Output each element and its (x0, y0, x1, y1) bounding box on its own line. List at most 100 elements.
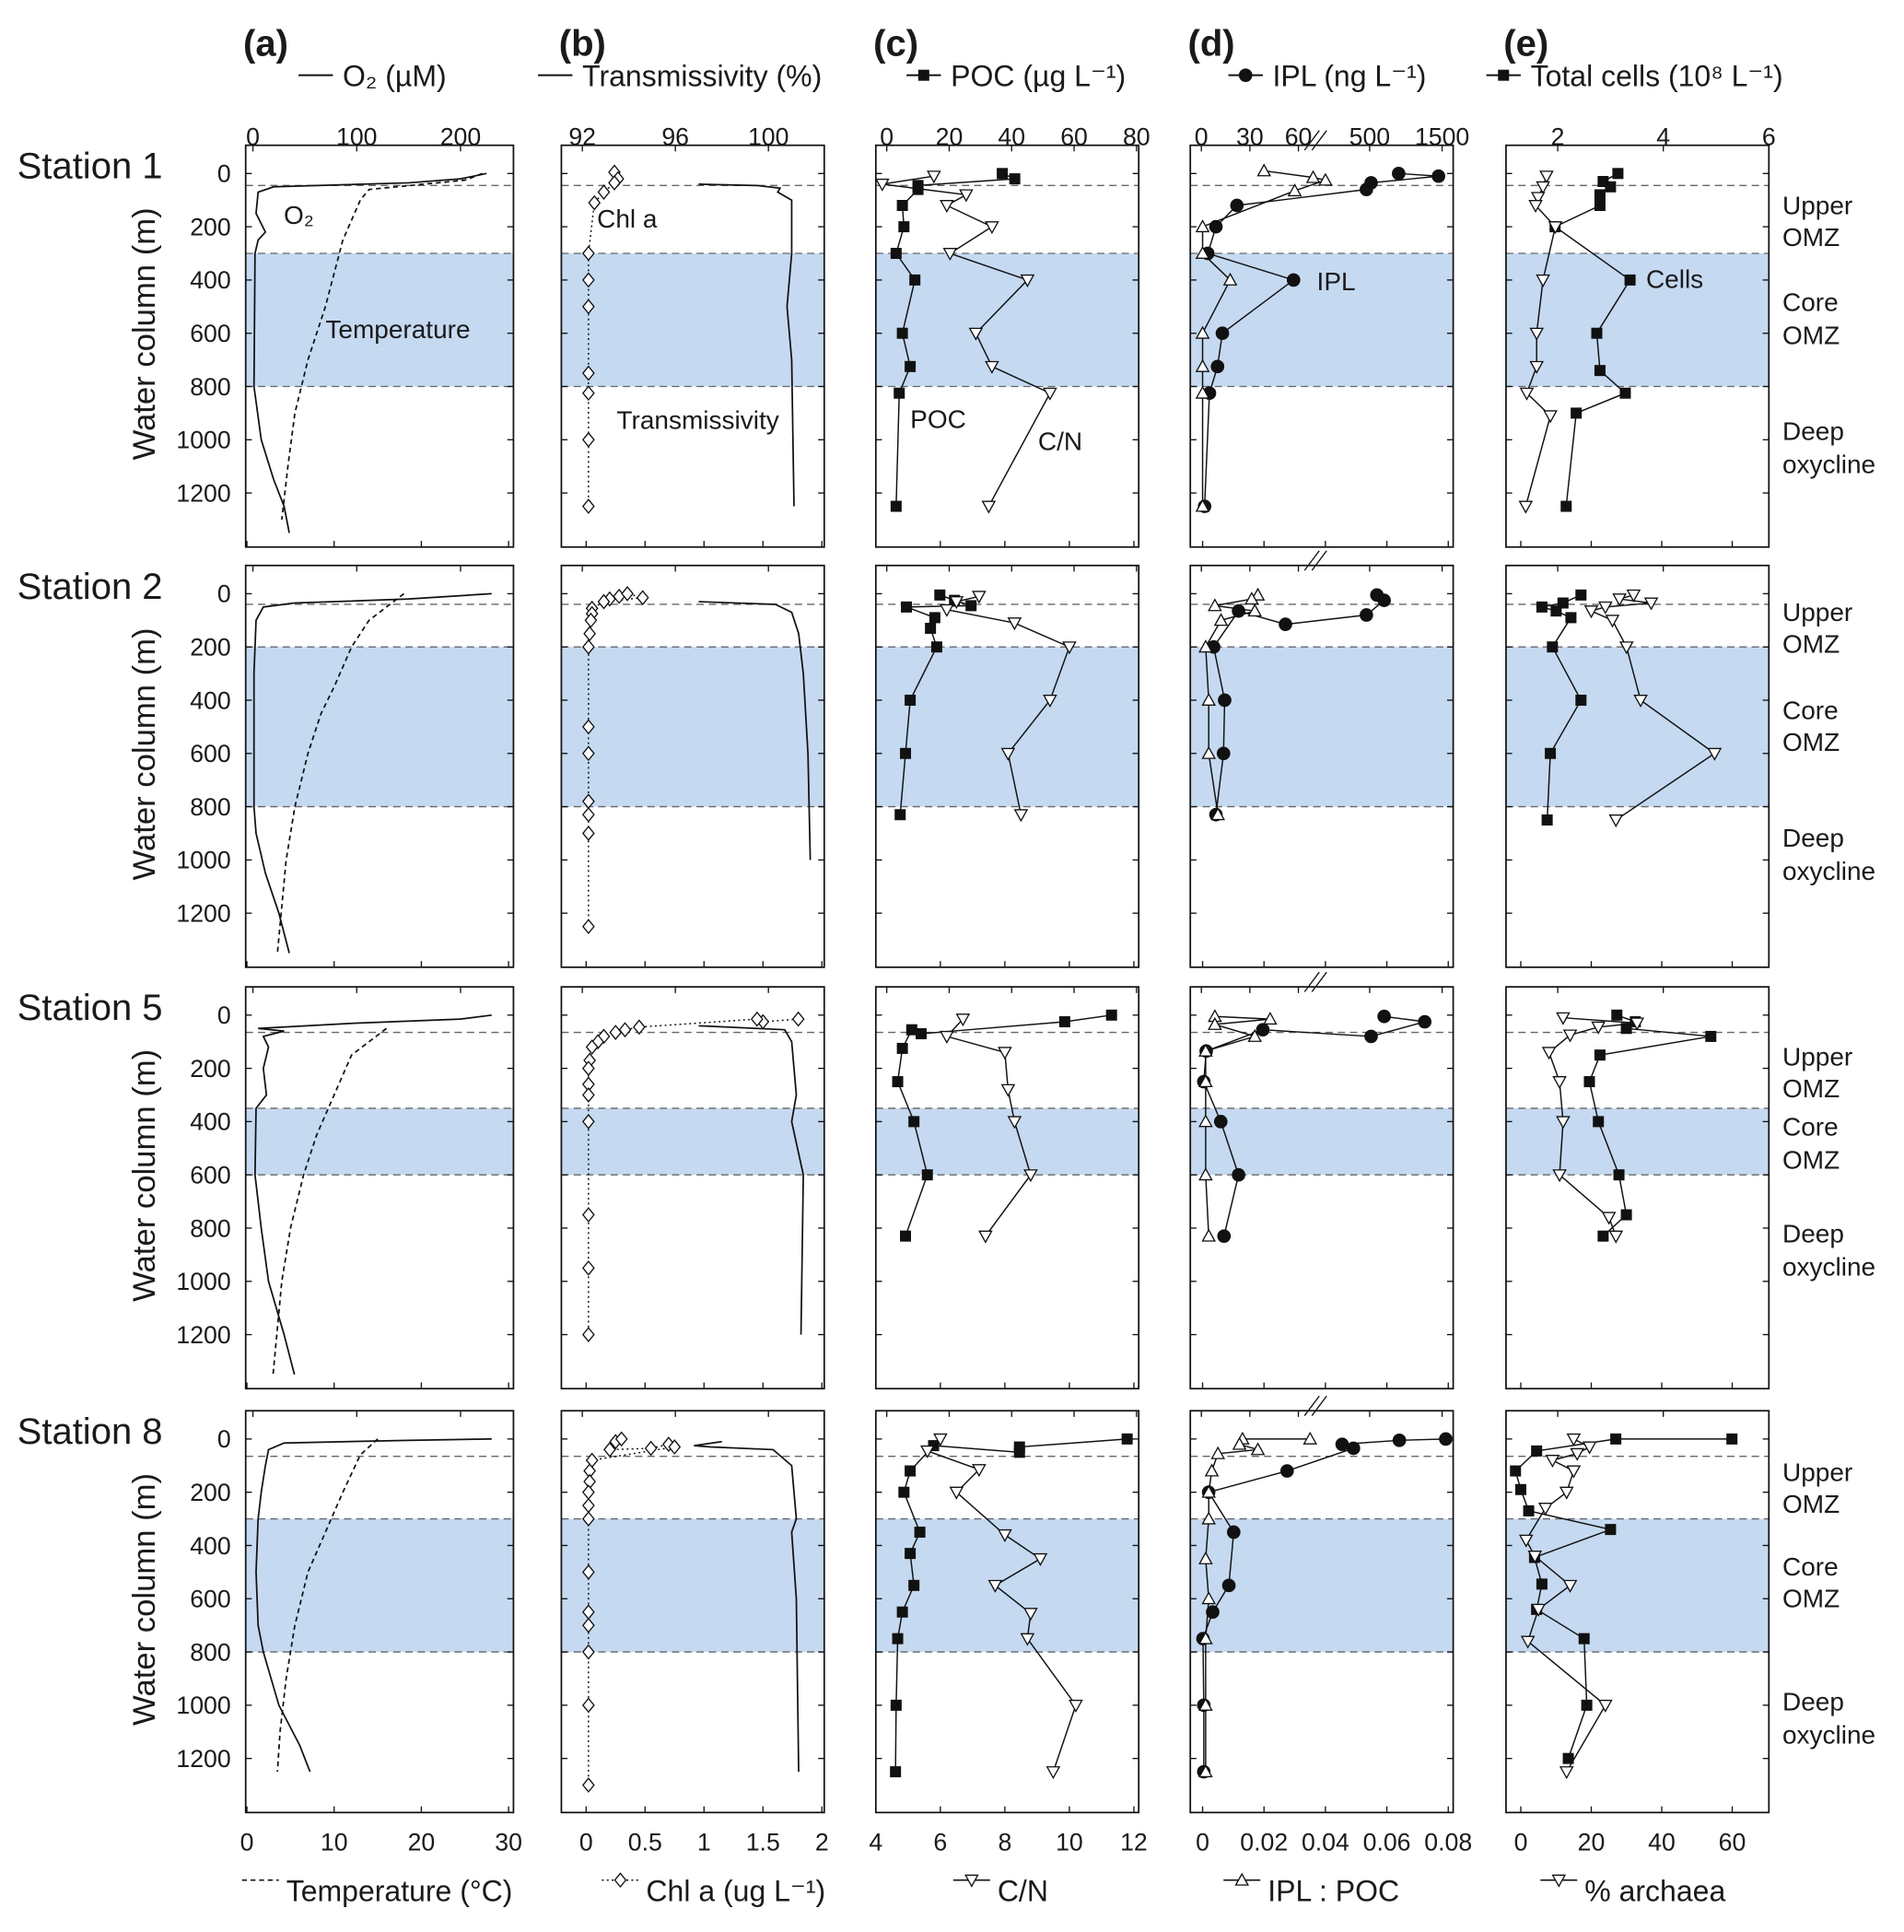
ipl_poc-data-point (1198, 1764, 1213, 1778)
cn-data-point (1023, 1169, 1038, 1183)
depth-axis-label: Water column (m) (127, 1049, 162, 1302)
panel-c-station-4 (874, 1410, 1140, 1814)
archaea-data-point (1582, 1441, 1597, 1455)
panel-c-station-2 (874, 564, 1140, 968)
top-tick-label: 0 (880, 123, 894, 151)
series-cn-station-4 (920, 1433, 1083, 1780)
archaea-data-point (1539, 170, 1554, 184)
cells-data-point (1594, 189, 1606, 201)
cells-data-point (1611, 1009, 1623, 1021)
ipl_poc-data-point (1244, 591, 1259, 605)
archaea-data-point (1552, 1169, 1567, 1183)
archaea-data-point (1566, 1433, 1582, 1446)
cn-data-point (985, 360, 999, 374)
cn-data-point (920, 1445, 935, 1458)
bottom-tick-label: 0 (1514, 1829, 1528, 1856)
bottom-tick-label: 0.04 (1302, 1829, 1349, 1856)
zone-label: oxycline (1782, 451, 1875, 479)
series-cells-station-2 (1536, 589, 1587, 826)
chl_a-data-point (582, 919, 595, 935)
poc-data-point (929, 612, 940, 624)
zone-label: Deep (1782, 1220, 1844, 1248)
bottom-tick-label: 2 (815, 1829, 829, 1856)
ipl_poc-data-point (1195, 245, 1210, 260)
series-ipl_poc-station-2 (1198, 587, 1266, 821)
poc-data-point (1105, 1009, 1117, 1021)
depth-tick-label: 1200 (176, 479, 230, 507)
archaea-data-point (1548, 221, 1563, 235)
chl_a-data-point (582, 1327, 595, 1342)
poc-data-point (925, 622, 937, 634)
archaea-data-point (1562, 1579, 1578, 1593)
cells-data-point (1575, 589, 1587, 601)
ipl-data-point (1377, 593, 1391, 607)
core-omz-shading (875, 1518, 1139, 1653)
cells-data-point (1550, 605, 1562, 617)
ipl_poc-data-point (1195, 498, 1210, 512)
top-legend-label: O₂ (µM) (343, 60, 447, 93)
panel-frame (1505, 564, 1770, 968)
chl_a-data-point (582, 638, 595, 655)
depth-tick-label: 200 (190, 1055, 230, 1083)
panel-frame (874, 1410, 1140, 1814)
panel-frame (874, 144, 1140, 548)
series-transmissivity-station-3 (698, 1025, 804, 1335)
core-omz-shading (245, 647, 514, 807)
cells-data-point (1578, 1633, 1590, 1645)
series-ipl_poc-station-4 (1198, 1431, 1318, 1778)
cells-data-point (1610, 1433, 1622, 1445)
poc-data-point (1058, 1016, 1070, 1028)
archaea-data-point (1598, 1699, 1613, 1713)
panel-frame (560, 564, 825, 968)
series-chl_a-station-4 (582, 1431, 682, 1793)
top-legend-cells: Total cells (10⁸ L⁻¹) (1486, 60, 1783, 93)
cells-data-point (1581, 1699, 1593, 1711)
ipl-data-point (1221, 1578, 1236, 1593)
core-omz-shading (1505, 647, 1770, 807)
cells-data-point (1583, 1076, 1595, 1088)
series-chl_a-station-1 (582, 164, 625, 514)
panel-d-station-1 (1189, 130, 1454, 548)
bottom-legend-temperature: Temperature (°C) (241, 1874, 513, 1907)
bottom-tick-label: 60 (1719, 1829, 1746, 1856)
zone-label: Core (1782, 1552, 1839, 1581)
depth-tick-label: 0 (217, 580, 231, 608)
depth-tick-label: 200 (190, 634, 230, 662)
top-legend-label: POC (µg L⁻¹) (951, 60, 1126, 93)
cells-data-point (1620, 1023, 1632, 1035)
cn-data-point (940, 1030, 954, 1044)
axis-break-mark (1303, 130, 1320, 151)
poc-data-point (905, 1024, 917, 1036)
bottom-legend-label: Temperature (°C) (286, 1874, 513, 1907)
bottom-tick-label: 12 (1120, 1829, 1148, 1856)
archaea-data-point (1559, 1486, 1574, 1500)
ipl_poc-data-point (1201, 1511, 1217, 1525)
chl_a-data-point (633, 1019, 646, 1036)
depth-axis-label: Water column (m) (127, 207, 162, 460)
axis-break-mark (1311, 1395, 1327, 1416)
cells-data-point (1594, 1049, 1606, 1061)
chl_a-data-point (618, 1022, 632, 1038)
poc-data-point (908, 1579, 920, 1591)
poc-data-point (898, 1486, 910, 1498)
archaea-data-point (1541, 1047, 1557, 1060)
panel-frame (1189, 986, 1454, 1390)
archaea-data-point (1527, 1551, 1543, 1564)
archaea-data-point (1528, 199, 1543, 214)
cn-data-point (987, 1579, 1003, 1593)
zone-label: Upper (1782, 598, 1852, 626)
depth-tick-label: 800 (190, 793, 230, 821)
depth-tick-label: 600 (190, 1162, 230, 1189)
archaea-data-point (1608, 814, 1624, 828)
depth-tick-label: 400 (190, 686, 230, 714)
core-omz-shading (561, 1107, 824, 1176)
panel-frame (874, 564, 1140, 968)
ipl_poc-data-point (1232, 1436, 1247, 1450)
ipl_poc-data-point (1210, 1446, 1226, 1459)
cn-data-point (972, 1464, 987, 1478)
ipl_poc-data-point (1198, 1167, 1213, 1181)
poc-data-point (896, 327, 908, 339)
chl_a-data-point (582, 1060, 595, 1076)
poc-data-point (1009, 173, 1021, 185)
series-poc-station-3 (892, 1009, 1117, 1242)
